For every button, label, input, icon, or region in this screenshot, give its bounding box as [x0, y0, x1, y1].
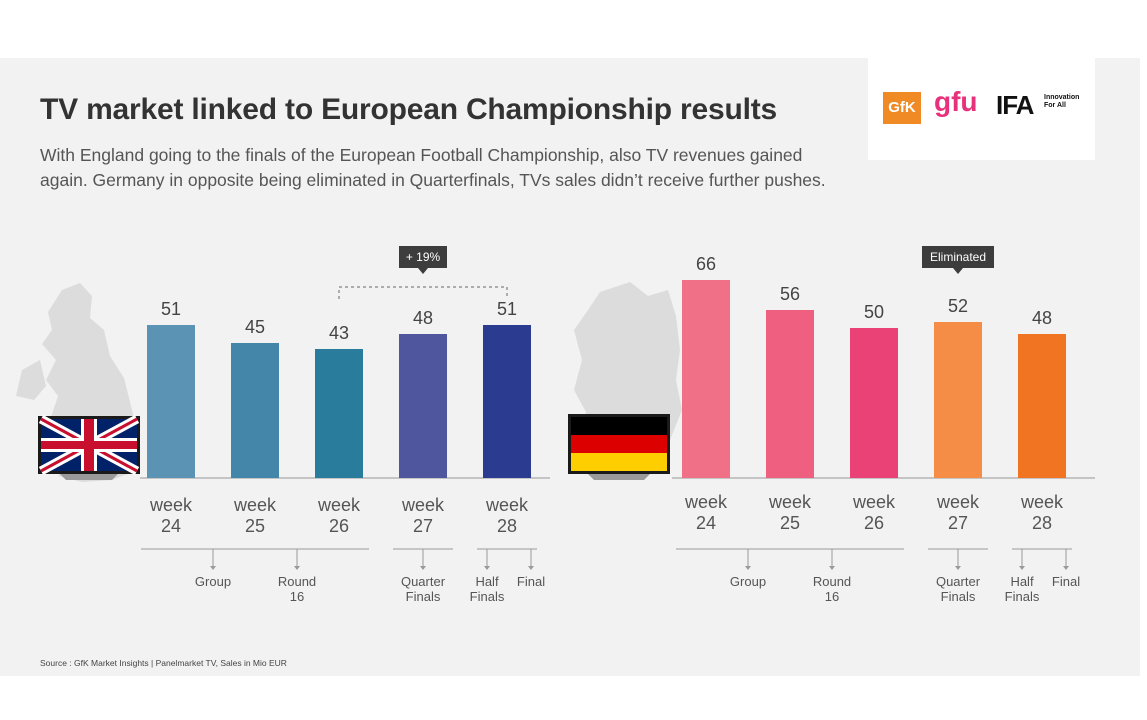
chart-germany: 66 week 24 56 week 25 50 week 26 52 week 27 48 week 28…	[672, 246, 1095, 604]
stage-arrow-icon	[210, 566, 216, 570]
stage-arrow-icon	[955, 566, 961, 570]
bar-week-26	[315, 349, 363, 478]
stage-arrow-icon	[1019, 566, 1025, 570]
category-label: week 28	[1020, 492, 1064, 533]
bar-value-label: 51	[497, 299, 517, 319]
category-label: week 28	[485, 495, 529, 536]
callout-pointer	[953, 268, 963, 274]
stage-arrow-icon	[294, 566, 300, 570]
stage-label: Half Finals	[470, 574, 505, 604]
stage-label: Group	[195, 574, 231, 589]
stage-arrow-icon	[528, 566, 534, 570]
bar-value-label: 51	[161, 299, 181, 319]
bar-week-27	[399, 334, 447, 478]
bar-week-27	[934, 322, 982, 478]
bar-week-25	[766, 310, 814, 478]
category-label: week 24	[684, 492, 728, 533]
stage-label: Group	[730, 574, 766, 589]
category-label: week 24	[149, 495, 193, 536]
category-label: week 27	[401, 495, 445, 536]
bar-value-label: 43	[329, 323, 349, 343]
bar-value-label: 50	[864, 302, 884, 322]
logo-box: GfK gfu IFA Innovation For All	[868, 58, 1095, 160]
bar-week-28	[483, 325, 531, 478]
stage-label: Quarter Finals	[401, 574, 446, 604]
stage-label: Final	[517, 574, 545, 589]
bar-value-label: 48	[1032, 308, 1052, 328]
stage-label: Final	[1052, 574, 1080, 589]
category-label: week 26	[852, 492, 896, 533]
stage-arrow-icon	[829, 566, 835, 570]
page-title: TV market linked to European Championshi…	[40, 93, 778, 126]
germany-flag-tv-icon	[568, 414, 670, 480]
bar-week-24	[682, 280, 730, 478]
stage-label: Round 16	[813, 574, 851, 604]
ifa-tagline: Innovation For All	[1044, 94, 1080, 109]
source-note: Source : GfK Market Insights | Panelmark…	[40, 658, 287, 668]
bar-value-label: 48	[413, 308, 433, 328]
stage-label: Quarter Finals	[936, 574, 981, 604]
callout-text: + 19%	[406, 250, 441, 264]
ifa-logo: IFA	[996, 90, 1034, 120]
chart-england: 51 week 24 45 week 25 43 week 26 48 week 27 51 week 28…	[140, 246, 550, 604]
callout-box	[922, 246, 994, 268]
bar-week-26	[850, 328, 898, 478]
stage-arrow-icon	[484, 566, 490, 570]
bar-value-label: 52	[948, 296, 968, 316]
stage-arrow-icon	[420, 566, 426, 570]
bar-week-28	[1018, 334, 1066, 478]
bar-value-label: 56	[780, 284, 800, 304]
uk-flag-tv-icon	[38, 415, 140, 480]
bar-value-label: 45	[245, 317, 265, 337]
page-subtitle: With England going to the finals of the …	[40, 145, 826, 190]
stage-label: Round 16	[278, 574, 316, 604]
category-label: week 27	[936, 492, 980, 533]
category-label: week 25	[233, 495, 277, 536]
gfk-logo: GfK	[883, 92, 921, 124]
callout-text: Eliminated	[930, 250, 986, 264]
stage-arrow-icon	[1063, 566, 1069, 570]
stage-label: Half Finals	[1005, 574, 1040, 604]
callout-pointer	[418, 268, 428, 274]
stage-arrow-icon	[745, 566, 751, 570]
bar-week-25	[231, 343, 279, 478]
bar-value-label: 66	[696, 254, 716, 274]
callout-box	[399, 246, 447, 268]
bar-week-24	[147, 325, 195, 478]
gfu-logo: gfu	[934, 86, 978, 117]
category-label: week 26	[317, 495, 361, 536]
category-label: week 25	[768, 492, 812, 533]
comparison-bracket	[338, 286, 508, 299]
